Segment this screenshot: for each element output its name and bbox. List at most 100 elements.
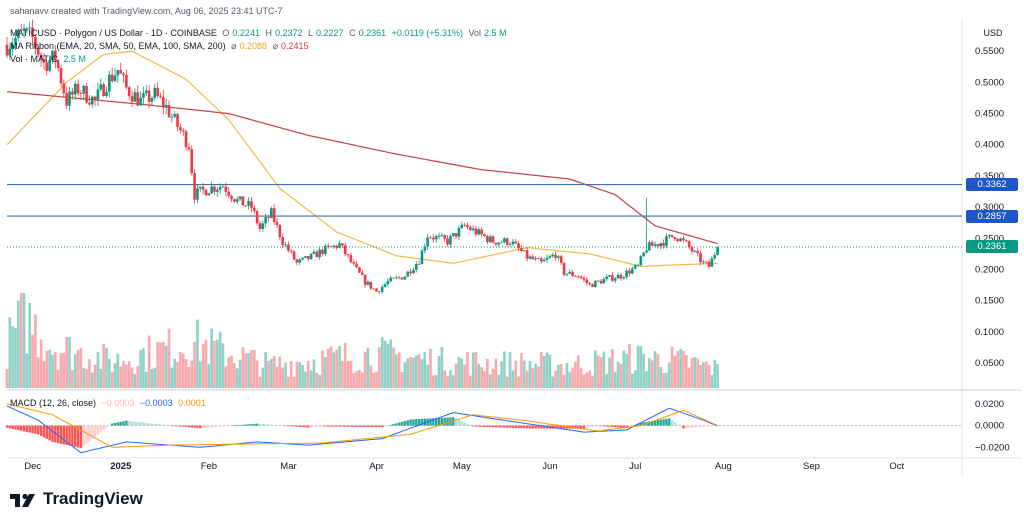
macd-histogram-bar	[679, 425, 682, 427]
volume-bar	[599, 357, 603, 388]
macd-histogram-bar	[39, 425, 43, 436]
volume-bar	[517, 376, 520, 388]
candle-body	[244, 205, 248, 207]
candle-body	[62, 83, 66, 94]
volume-bar	[221, 343, 225, 388]
volume-bar	[395, 354, 398, 388]
volume-bar	[460, 358, 464, 388]
candle-body	[34, 37, 37, 48]
macd-histogram-bar	[247, 424, 250, 426]
volume-bar	[318, 374, 321, 388]
macd-histogram-bar	[236, 425, 239, 426]
macd-histogram-bar	[105, 425, 108, 429]
macd-histogram-bar	[685, 425, 688, 429]
candle-body	[463, 224, 466, 226]
macd-histogram-bar	[258, 423, 262, 426]
candle-body	[324, 245, 327, 254]
candle-body	[193, 173, 196, 200]
candle-body	[264, 217, 267, 224]
candle-body	[420, 250, 424, 265]
macd-histogram-bar	[122, 421, 125, 426]
volume-bar	[218, 331, 222, 388]
volume-bar	[576, 355, 580, 388]
macd-histogram-bar	[480, 425, 483, 427]
tradingview-logo-icon	[10, 493, 35, 507]
macd-histogram-bar	[182, 425, 185, 427]
candle-body	[76, 83, 80, 94]
volume-bar	[108, 358, 111, 388]
candle-body	[59, 68, 63, 84]
candle-body	[696, 250, 699, 254]
macd-histogram-bar	[136, 421, 139, 426]
candle-body	[36, 47, 40, 55]
volume-bar	[636, 345, 640, 388]
macd-histogram-bar	[639, 422, 643, 426]
macd-histogram-bar	[409, 419, 412, 426]
volume-bar	[650, 360, 654, 388]
macd-histogram-bar	[295, 425, 299, 427]
volume-bar	[511, 370, 515, 388]
candle-body	[150, 97, 154, 102]
candle-body	[176, 114, 179, 127]
candle-body	[483, 234, 486, 237]
macd-histogram-bar	[14, 425, 17, 430]
volume-bar	[454, 363, 458, 388]
volume-bar	[28, 302, 32, 388]
volume-bar	[264, 352, 267, 388]
volume-bar	[301, 364, 304, 388]
candle-body	[486, 236, 489, 242]
volume-bar	[693, 357, 697, 388]
macd-histogram-bar	[45, 425, 48, 439]
volume-bar	[602, 351, 606, 388]
volume-bar	[591, 375, 594, 388]
volume-bar	[574, 361, 577, 388]
volume-bar	[579, 367, 583, 388]
volume-bar	[335, 349, 339, 388]
macd-histogram-bar	[332, 425, 336, 427]
macd-histogram-bar	[616, 425, 620, 428]
macd-histogram-bar	[56, 425, 60, 444]
volume-bar	[548, 354, 552, 388]
macd-histogram-bar	[361, 425, 364, 427]
macd-histogram-bar	[454, 418, 458, 426]
volume-bar	[309, 370, 313, 388]
volume-bar	[389, 339, 393, 388]
volume-bar	[662, 372, 665, 388]
candle-body	[639, 256, 643, 265]
volume-bar	[167, 328, 171, 388]
candle-body	[633, 264, 637, 269]
volume-bar	[582, 374, 586, 388]
price-tick-label: 0.3000	[975, 202, 1004, 213]
candle-body	[275, 222, 279, 226]
candle-body	[122, 73, 125, 75]
macd-histogram-bar	[139, 422, 142, 426]
volume-bar	[235, 368, 239, 388]
attribution: sahanavv created with TradingView.com, A…	[10, 6, 283, 16]
macd-histogram-bar	[93, 425, 97, 437]
volume-bar	[201, 344, 205, 388]
macd-histogram-bar	[51, 425, 54, 442]
symbol-title: MATICUSD · Polygon / US Dollar · 1D · CO…	[10, 28, 217, 38]
volume-bar	[585, 372, 589, 388]
candle-body	[93, 96, 97, 100]
volume-bar	[213, 340, 216, 388]
macd-histogram-bar	[238, 425, 242, 426]
macd-histogram-bar	[429, 418, 432, 426]
candle-body	[611, 275, 614, 281]
candle-body	[65, 93, 68, 106]
volume-bar	[432, 375, 435, 388]
ma-ribbon-legend: MA Ribbon (EMA, 20, SMA, 50, EMA, 100, S…	[10, 41, 309, 51]
volume-bar	[588, 370, 591, 388]
ma-ribbon-label: MA Ribbon (EMA, 20, SMA, 50, EMA, 100, S…	[10, 41, 226, 51]
volume-bar	[554, 370, 557, 388]
macd-histogram-bar	[423, 418, 427, 426]
candle-body	[54, 50, 57, 61]
macd-histogram-bar	[403, 421, 407, 426]
volume-bar	[463, 364, 466, 388]
ma-50-line	[6, 50, 718, 268]
candle-body	[73, 83, 77, 95]
macd-histogram-bar	[65, 425, 68, 445]
volume-bar	[358, 370, 361, 388]
candle-body	[153, 87, 157, 98]
